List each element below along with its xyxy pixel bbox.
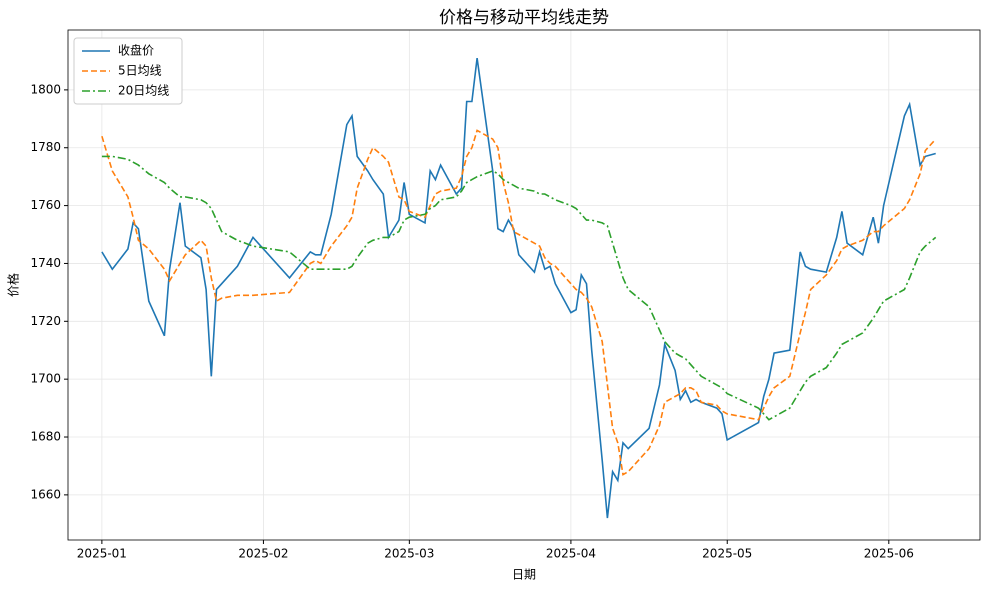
series-line bbox=[101, 129, 937, 476]
series-line bbox=[101, 57, 936, 519]
y-axis-label: 价格 bbox=[6, 273, 21, 297]
y-tick-label: 1760 bbox=[30, 198, 61, 212]
y-tick-label: 1780 bbox=[30, 140, 61, 154]
legend-label: 20日均线 bbox=[118, 84, 169, 98]
y-tick-label: 1660 bbox=[30, 487, 61, 501]
x-tick-label: 2025-04 bbox=[546, 547, 596, 561]
legend-label: 5日均线 bbox=[118, 64, 162, 78]
y-tick-label: 1700 bbox=[30, 372, 61, 386]
y-tick-label: 1720 bbox=[30, 314, 61, 328]
x-tick-label: 2025-06 bbox=[864, 547, 914, 561]
legend-label: 收盘价 bbox=[118, 43, 154, 58]
x-tick-label: 2025-01 bbox=[77, 547, 127, 561]
x-tick-label: 2025-02 bbox=[238, 547, 288, 561]
series-line bbox=[101, 155, 937, 421]
chart-title: 价格与移动平均线走势 bbox=[439, 8, 609, 28]
legend-box bbox=[73, 37, 183, 105]
x-tick-label: 2025-03 bbox=[384, 547, 434, 561]
plot-frame bbox=[67, 29, 981, 541]
y-tick-label: 1740 bbox=[30, 256, 61, 270]
x-tick-label: 2025-05 bbox=[702, 547, 752, 561]
y-tick-label: 1680 bbox=[30, 430, 61, 444]
y-tick-label: 1800 bbox=[30, 82, 61, 96]
x-axis-label: 日期 bbox=[512, 568, 536, 582]
